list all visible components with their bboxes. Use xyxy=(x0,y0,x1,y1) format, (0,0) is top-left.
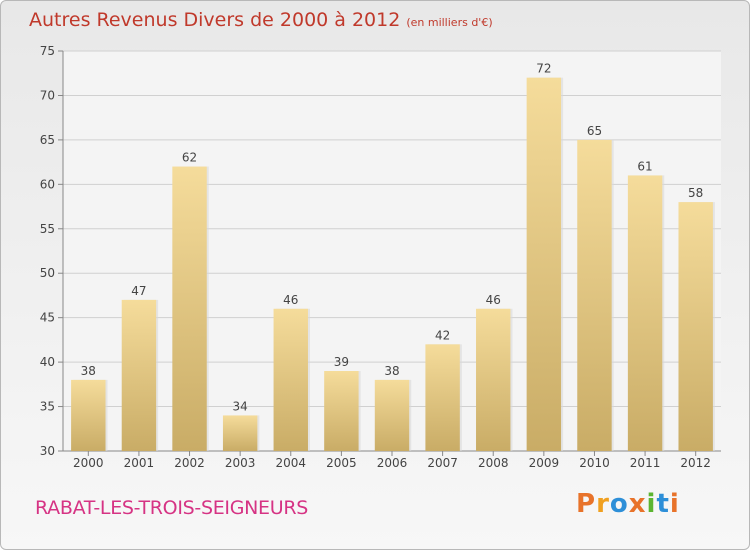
y-tick-label: 75 xyxy=(40,44,55,58)
bar-2009 xyxy=(526,77,562,452)
chart-subtitle: (en milliers d'€) xyxy=(406,16,493,29)
proxiti-logo[interactable]: Proxiti xyxy=(576,489,680,519)
city-name: RABAT-LES-TROIS-SEIGNEURS xyxy=(35,497,309,519)
logo-letter: o xyxy=(609,489,629,519)
x-tick-label: 2003 xyxy=(225,456,256,470)
y-tick-label: 50 xyxy=(40,266,55,280)
y-tick-label: 60 xyxy=(40,177,55,191)
bar-2012 xyxy=(678,202,713,451)
x-tick-label: 2001 xyxy=(124,456,155,470)
x-tick-label: 2000 xyxy=(73,456,104,470)
y-tick-label: 45 xyxy=(40,311,55,325)
logo-letter: i xyxy=(646,489,657,519)
bar-2011 xyxy=(627,175,663,451)
x-tick-label: 2006 xyxy=(377,456,408,470)
y-tick-label: 35 xyxy=(40,400,55,414)
y-tick-label: 30 xyxy=(40,444,55,458)
data-label-2006: 38 xyxy=(384,364,399,378)
x-tick-label: 2008 xyxy=(478,456,509,470)
data-label-2001: 47 xyxy=(131,284,146,298)
bar-2000 xyxy=(71,379,106,451)
data-label-2008: 46 xyxy=(486,293,501,307)
data-label-2011: 61 xyxy=(637,159,652,173)
data-label-2009: 72 xyxy=(536,62,551,76)
data-label-2005: 39 xyxy=(334,355,349,369)
bar-2002 xyxy=(172,166,207,452)
data-label-2000: 38 xyxy=(81,364,96,378)
chart-title-text: Autres Revenus Divers de 2000 à 2012 xyxy=(29,9,401,31)
x-tick-label: 2010 xyxy=(579,456,610,470)
x-tick-label: 2012 xyxy=(680,456,711,470)
data-label-2003: 34 xyxy=(233,399,248,413)
bars xyxy=(71,77,715,452)
x-tick-label: 2004 xyxy=(275,456,306,470)
bar-2007 xyxy=(425,344,460,451)
chart-title: Autres Revenus Divers de 2000 à 2012 (en … xyxy=(29,9,493,31)
data-label-2007: 42 xyxy=(435,328,450,342)
x-tick-label: 2009 xyxy=(529,456,560,470)
y-tick-label: 40 xyxy=(40,355,55,369)
logo-letter: t xyxy=(656,489,670,519)
data-label-2004: 46 xyxy=(283,293,298,307)
bar-2010 xyxy=(577,139,612,451)
x-tick-label: 2002 xyxy=(174,456,205,470)
x-tick-label: 2005 xyxy=(326,456,357,470)
y-tick-label: 70 xyxy=(40,88,55,102)
bar-2008 xyxy=(476,308,511,451)
logo-letter: r xyxy=(596,489,610,519)
logo-letter: i xyxy=(669,489,680,519)
x-tick-label: 2007 xyxy=(427,456,458,470)
y-tick-label: 55 xyxy=(40,222,55,236)
bar-2001 xyxy=(121,299,157,451)
x-tick-label: 2011 xyxy=(630,456,661,470)
logo-letter: P xyxy=(576,489,597,519)
data-label-2012: 58 xyxy=(688,186,703,200)
bar-2005 xyxy=(324,371,359,451)
bar-2006 xyxy=(374,379,410,451)
data-label-2002: 62 xyxy=(182,151,197,165)
data-label-2010: 65 xyxy=(587,124,602,138)
bar-2004 xyxy=(273,308,308,451)
bar-2003 xyxy=(222,415,258,451)
logo-letter: x xyxy=(628,489,647,519)
y-tick-label: 65 xyxy=(40,133,55,147)
data-labels: 38 47 62 34 46 39 38 42 46 72 65 61 58 xyxy=(81,62,704,414)
